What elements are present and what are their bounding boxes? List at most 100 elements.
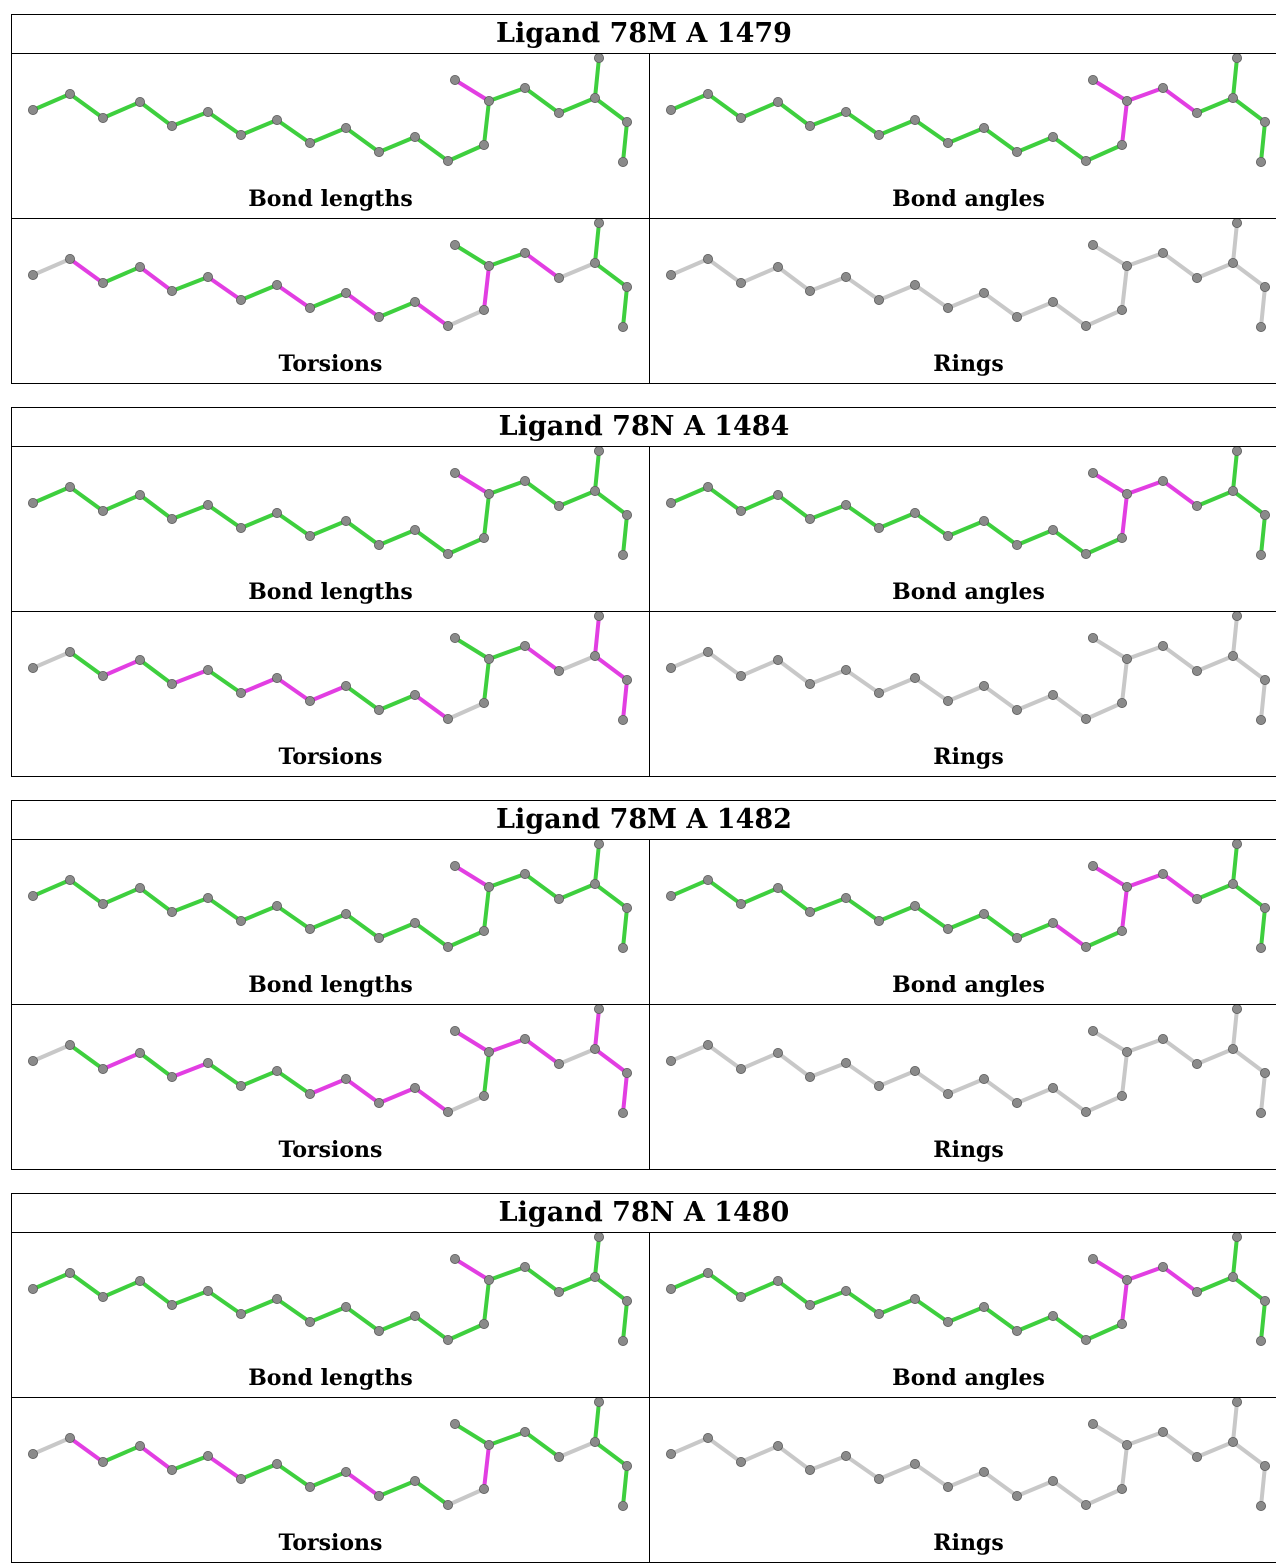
bond [344,912,381,940]
cell-divider-horizontal [12,611,1276,612]
bond [593,1047,629,1075]
bond [739,886,780,906]
atom [703,89,714,100]
atom [736,1292,747,1303]
bond [308,291,348,310]
bond [776,1279,812,1307]
atom [703,875,714,886]
bond [1259,1299,1267,1343]
atom [1232,447,1242,456]
bond [1195,96,1235,115]
bond [239,904,279,923]
atom [594,612,604,621]
bond [101,1444,142,1464]
atom [1260,510,1271,521]
atom [909,1066,920,1077]
bond [1051,135,1088,163]
atom [622,117,633,128]
bond [1231,56,1239,100]
atom [622,282,633,293]
bond [1015,528,1055,547]
atom [478,1319,489,1330]
bond [413,921,450,949]
bond [946,1305,986,1324]
ligand-panel: Ligand 78N A 1480 Bond lengths Bond angles… [11,1193,1276,1563]
atom [271,508,282,519]
atom [340,909,351,920]
bond [808,668,848,686]
atom [1121,96,1132,107]
atom [804,907,815,918]
atom [554,108,565,119]
bond [982,1470,1019,1498]
atom [594,219,604,228]
ligand-title: Ligand 78N A 1484 [12,408,1276,447]
bond [982,1305,1019,1333]
bond [776,658,812,686]
bond [593,614,601,658]
atom [1192,501,1203,512]
bond [1195,489,1235,508]
bond [1259,120,1267,164]
atom [622,510,633,521]
bond [808,1289,848,1307]
atom [554,1059,565,1070]
atom [873,1309,884,1320]
atom [590,1044,601,1055]
atom [98,899,109,910]
atom [622,1296,633,1307]
atom [1157,640,1168,651]
bond [239,283,279,302]
atom [65,1433,76,1444]
bond [1084,1322,1124,1342]
atom [202,1286,213,1297]
bond [206,110,243,137]
bond [1051,693,1088,721]
bond [344,1077,381,1105]
atom [1157,475,1168,486]
bond [1231,1275,1267,1303]
atom [594,1005,604,1014]
atom [1011,1491,1022,1502]
bond [138,658,174,686]
atom [1087,1418,1098,1429]
atom [409,1311,420,1322]
bond [1084,1094,1124,1114]
atom [235,523,246,534]
bond [1125,1037,1165,1054]
cell-label: Bond lengths [248,972,413,998]
atom [942,531,953,542]
bond [446,929,486,949]
bond [31,878,72,898]
bond [31,650,72,670]
bond [453,78,491,103]
validation-cell: Rings [650,1005,1276,1169]
atom [554,666,565,677]
bond [593,449,601,493]
bond [413,300,450,328]
atom [622,675,633,686]
atom [1228,651,1239,662]
atom [373,1098,384,1109]
validation-cell: Bond angles [650,447,1276,611]
bond [1120,1278,1129,1326]
bond [913,1462,950,1489]
bond [669,1436,710,1456]
atom [1121,1047,1132,1058]
atom [166,907,177,918]
bond [206,1454,243,1481]
bond [239,676,279,695]
atom [202,107,213,118]
bond [1015,921,1055,940]
bond [739,1444,780,1464]
atom [1047,1083,1058,1094]
atom [340,1302,351,1313]
bond [523,644,561,673]
bond [946,1470,986,1489]
atom [594,1398,604,1407]
ligand-title: Ligand 78M A 1482 [12,801,1276,840]
bond [413,135,450,163]
atom [1192,666,1203,677]
bond [1084,308,1124,328]
molecule-diagram [27,612,633,726]
